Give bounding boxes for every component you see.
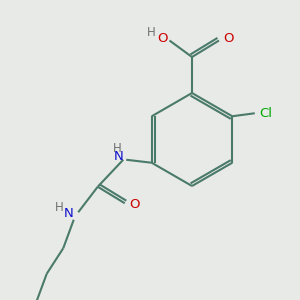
Text: O: O: [158, 32, 168, 45]
Text: O: O: [129, 198, 140, 211]
Text: N: N: [64, 207, 74, 220]
Text: H: H: [147, 26, 156, 40]
Text: H: H: [113, 142, 122, 155]
Text: O: O: [224, 32, 234, 46]
Text: H: H: [55, 201, 63, 214]
Text: N: N: [113, 150, 123, 163]
Text: Cl: Cl: [259, 107, 272, 120]
